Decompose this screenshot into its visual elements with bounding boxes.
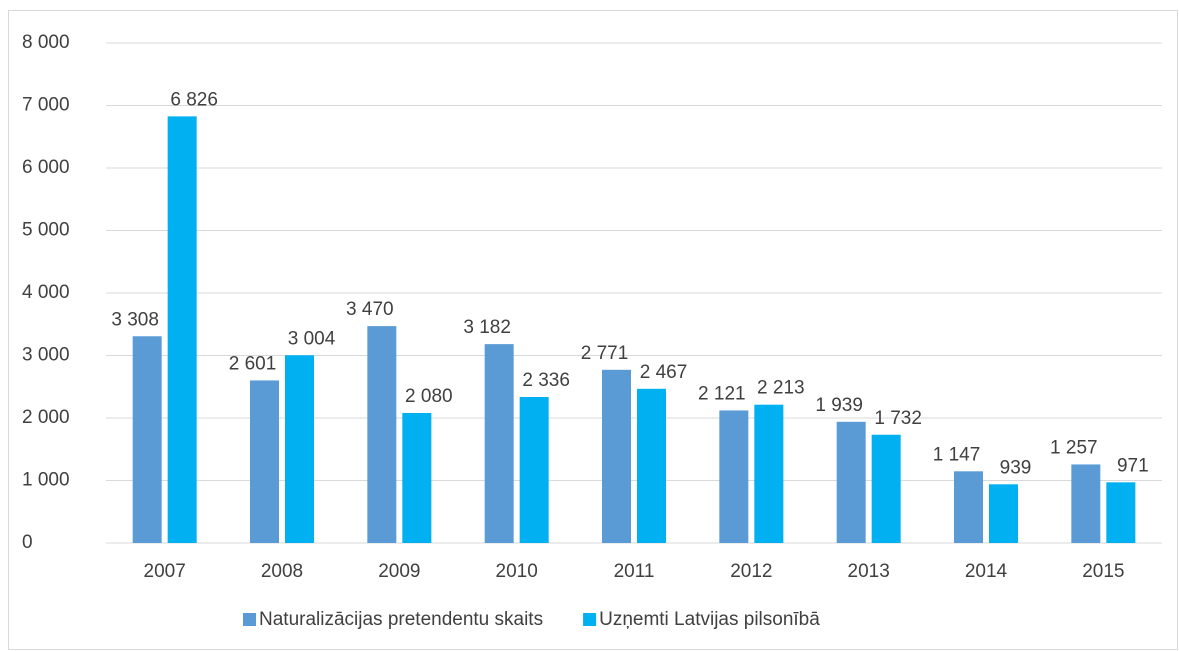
- bar: [285, 355, 314, 543]
- data-label: 2 080: [405, 386, 453, 407]
- bar: [719, 410, 749, 543]
- y-tick-label: 6 000: [22, 157, 70, 178]
- bar: [250, 380, 279, 543]
- data-label: 1 732: [874, 408, 922, 429]
- y-tick-label: 3 000: [22, 345, 70, 366]
- data-label: 3 182: [463, 317, 511, 338]
- bar: [836, 421, 866, 543]
- bar: [132, 336, 162, 543]
- y-tick-label: 5 000: [22, 220, 70, 241]
- bar: [519, 397, 549, 543]
- data-label: 2 121: [698, 383, 746, 404]
- data-label: 1 147: [933, 444, 981, 465]
- bar: [367, 326, 397, 543]
- bar: [484, 344, 514, 543]
- data-label: 2 213: [757, 378, 805, 399]
- x-tick-label: 2009: [378, 561, 420, 582]
- bar: [954, 471, 983, 543]
- y-tick-label: 8 000: [22, 32, 70, 53]
- chart-frame: [8, 10, 1178, 650]
- bar: [754, 404, 784, 543]
- data-label: 2 601: [229, 353, 277, 374]
- x-tick-label: 2007: [144, 561, 186, 582]
- x-tick-label: 2012: [730, 561, 772, 582]
- bar: [167, 116, 197, 543]
- bar: [402, 413, 432, 543]
- bar: [602, 369, 631, 543]
- x-tick-label: 2008: [261, 561, 303, 582]
- data-label: 1 939: [815, 395, 863, 416]
- x-tick-label: 2015: [1082, 561, 1124, 582]
- x-tick-label: 2011: [614, 561, 655, 582]
- data-label: 3 470: [346, 299, 394, 320]
- data-label: 971: [1117, 455, 1149, 476]
- x-tick-label: 2013: [848, 561, 890, 582]
- y-tick-label: 2 000: [22, 407, 70, 428]
- legend-swatch: [243, 613, 256, 626]
- bar: [1071, 464, 1101, 543]
- legend-label: Naturalizācijas pretendentu skaits: [259, 609, 543, 630]
- data-label: 939: [1000, 457, 1032, 478]
- bar: [1106, 482, 1136, 543]
- legend-label: Uzņemti Latvijas pilsonībā: [599, 609, 820, 630]
- bar: [989, 484, 1018, 543]
- y-tick-label: 1 000: [22, 470, 70, 491]
- x-tick-label: 2014: [965, 561, 1008, 582]
- data-label: 6 826: [170, 89, 218, 110]
- data-label: 1 257: [1050, 437, 1098, 458]
- data-label: 2 467: [640, 362, 688, 383]
- legend-swatch: [583, 613, 597, 626]
- data-label: 3 004: [288, 328, 336, 349]
- bar: [871, 434, 901, 543]
- x-tick-label: 2010: [496, 561, 538, 582]
- y-tick-label: 0: [22, 532, 33, 553]
- data-label: 3 308: [111, 309, 159, 330]
- bar: [637, 388, 666, 543]
- y-tick-label: 4 000: [22, 282, 70, 303]
- y-tick-label: 7 000: [22, 95, 70, 116]
- data-label: 2 336: [522, 370, 570, 391]
- data-label: 2 771: [581, 343, 629, 364]
